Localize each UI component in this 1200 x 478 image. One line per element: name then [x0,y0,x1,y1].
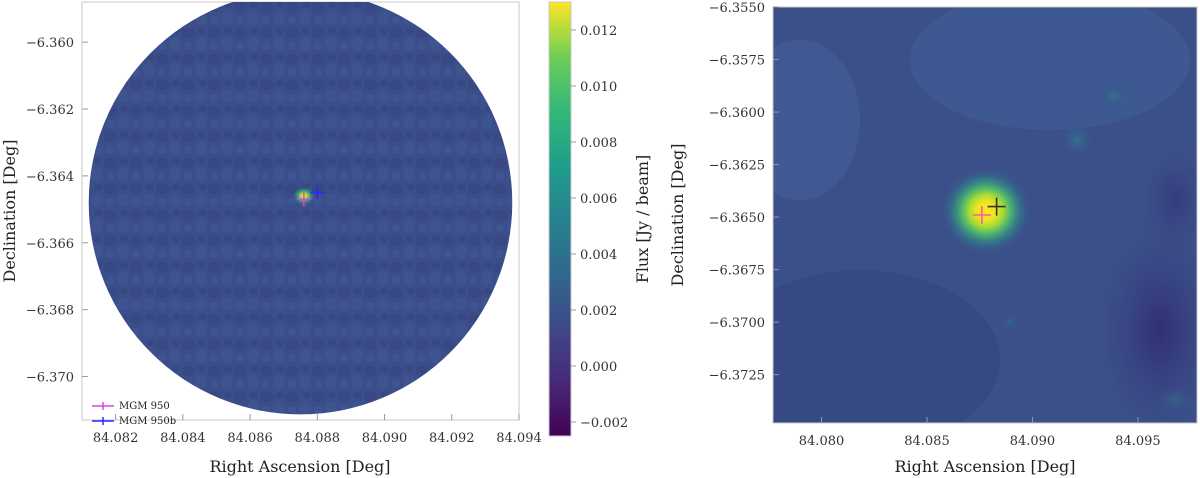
dark-patch [1090,210,1197,423]
right-y-tick-label: −6.3725 [709,369,765,384]
left-x-tick-label: 84.092 [429,431,475,446]
colorbar-tick-label: 0.012 [580,24,617,39]
left-y-tick-label: −6.366 [26,237,74,252]
right-x-tick-label: 84.080 [799,434,845,449]
left-x-tick-label: 84.090 [362,431,408,446]
right-x-tick-label: 84.090 [1010,434,1056,449]
right-plot-frame [772,6,1198,424]
right-y-axis-label: Declination [Deg] [668,144,687,287]
left-y-tick-label: −6.360 [26,36,74,51]
right-y-tick-label: −6.3650 [709,211,765,226]
colorbar-tick-label: 0.000 [580,360,617,375]
right-y-tick-label: −6.3700 [709,316,765,331]
right-x-tick-label: 84.095 [1115,434,1161,449]
left-x-tick-label: 84.084 [160,431,206,446]
right-y-tick-label: −6.3675 [709,264,765,279]
left-x-tick-label: 84.088 [295,431,341,446]
left-y-tick-label: −6.368 [26,304,74,319]
right-y-tick-label: −6.3575 [709,54,765,69]
legend-label-mgm-950b: MGM 950b [119,416,176,427]
primary-beam-field [88,2,513,415]
left-y-tick-label: −6.362 [26,103,74,118]
right-y-tick-label: −6.3550 [709,1,765,16]
left-panel: 84.082 84.084 84.086 84.088 84.090 84.092 84.0… [0,1,542,476]
right-y-tick-label: −6.3600 [709,106,765,121]
diffuse-patch [773,40,860,200]
source-emission [940,166,1033,255]
left-x-tick-label: 84.086 [227,431,273,446]
left-x-tick-label: 84.094 [496,431,542,446]
right-x-axis-label: Right Ascension [Deg] [894,457,1075,476]
legend-label-mgm-950: MGM 950 [119,401,170,412]
marker-mgm-950b [310,185,325,200]
colorbar-gradient [548,1,572,437]
colorbar-tick-label: 0.010 [580,80,617,95]
marker-mgm-950 [296,192,311,207]
marker-mgm-950b [987,197,1006,216]
right-y-tick-label: −6.3625 [709,159,765,174]
colorbar-tick-label: 0.006 [580,192,617,207]
marker-mgm-950 [972,206,991,224]
colorbar-tick-label: 0.004 [580,248,617,263]
colorbar-tick-label: 0.008 [580,136,617,151]
colorbar-tick-label: 0.002 [580,304,617,319]
legend-entry-mgm-950b: MGM 950b [92,416,176,427]
colorbar: −0.002 0.000 0.002 0.004 0.006 0.008 0.010 0.01… [548,1,652,437]
left-y-tick-label: −6.364 [26,170,74,185]
left-y-tick-label: −6.370 [26,371,74,386]
dark-patch [1135,140,1197,260]
left-x-axis-label: Right Ascension [Deg] [209,457,390,476]
right-panel: 84.080 84.085 84.090 84.095 −6.3550 −6.3575 −… [668,1,1198,476]
legend: MGM 950 MGM 950b [92,401,176,427]
emission-blob [1059,123,1095,157]
diffuse-patch [773,270,1000,423]
emission-blob [1153,386,1197,414]
emission-blob [1100,85,1128,107]
left-y-axis-label: Declination [Deg] [0,140,19,283]
right-x-tick-label: 84.085 [904,434,950,449]
colorbar-label: Flux [Jy / beam] [633,155,652,284]
colorbar-tick-label: −0.002 [580,416,628,431]
left-x-tick-label: 84.082 [93,431,139,446]
legend-entry-mgm-950: MGM 950 [92,401,170,412]
emission-blob [1002,315,1018,329]
